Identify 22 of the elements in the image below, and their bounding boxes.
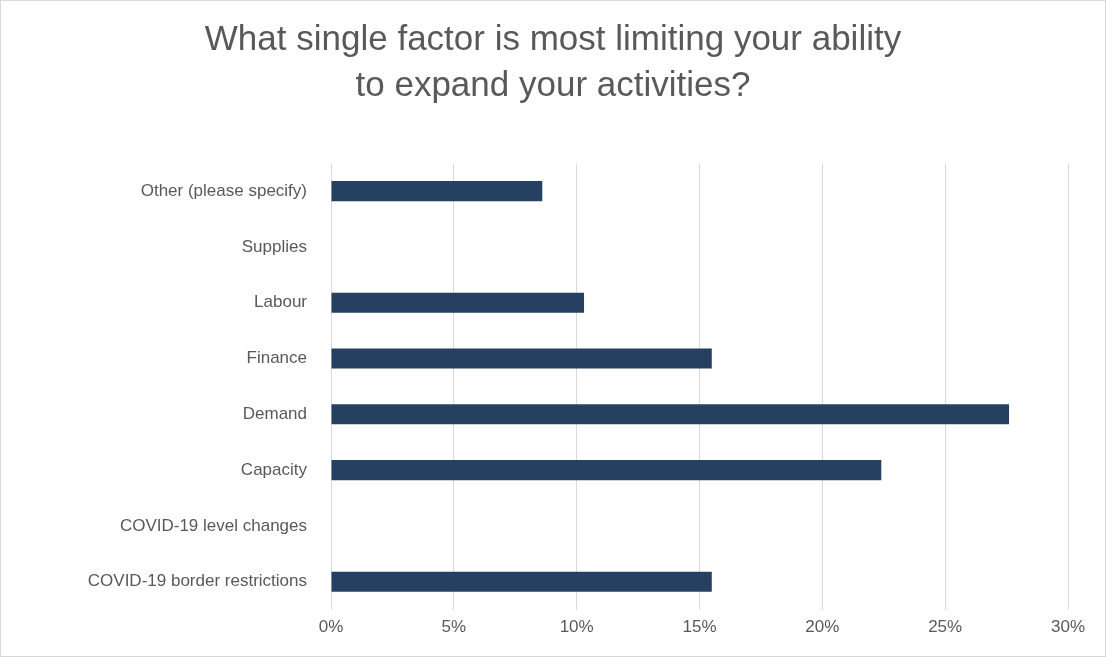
bar <box>331 292 585 313</box>
x-tick-label: 20% <box>805 617 840 637</box>
y-tick-label: Demand <box>242 403 307 423</box>
chart-title: What single factor is most limiting your ability to expand your activities? <box>203 17 903 105</box>
y-tick-label: COVID-19 border restrictions <box>87 571 307 591</box>
x-tick-label: 25% <box>928 617 963 637</box>
bar <box>331 348 712 369</box>
bar <box>331 404 1010 425</box>
x-tick-label: 5% <box>441 617 467 637</box>
x-tick-label: 30% <box>1050 617 1086 637</box>
bar <box>331 181 543 202</box>
x-tick-label: 15% <box>682 617 717 637</box>
y-tick-label: Supplies <box>241 236 307 256</box>
y-tick-label: Finance <box>246 348 307 368</box>
y-tick-label: COVID-19 level changes <box>119 515 307 535</box>
y-tick-label: Other (please specify) <box>140 180 307 200</box>
bar <box>331 460 882 481</box>
bar <box>331 571 712 592</box>
x-tick-label: 10% <box>559 617 594 637</box>
x-tick-label: 0% <box>318 617 344 637</box>
y-tick-label: Labour <box>254 292 308 312</box>
y-tick-label: Capacity <box>240 459 308 479</box>
